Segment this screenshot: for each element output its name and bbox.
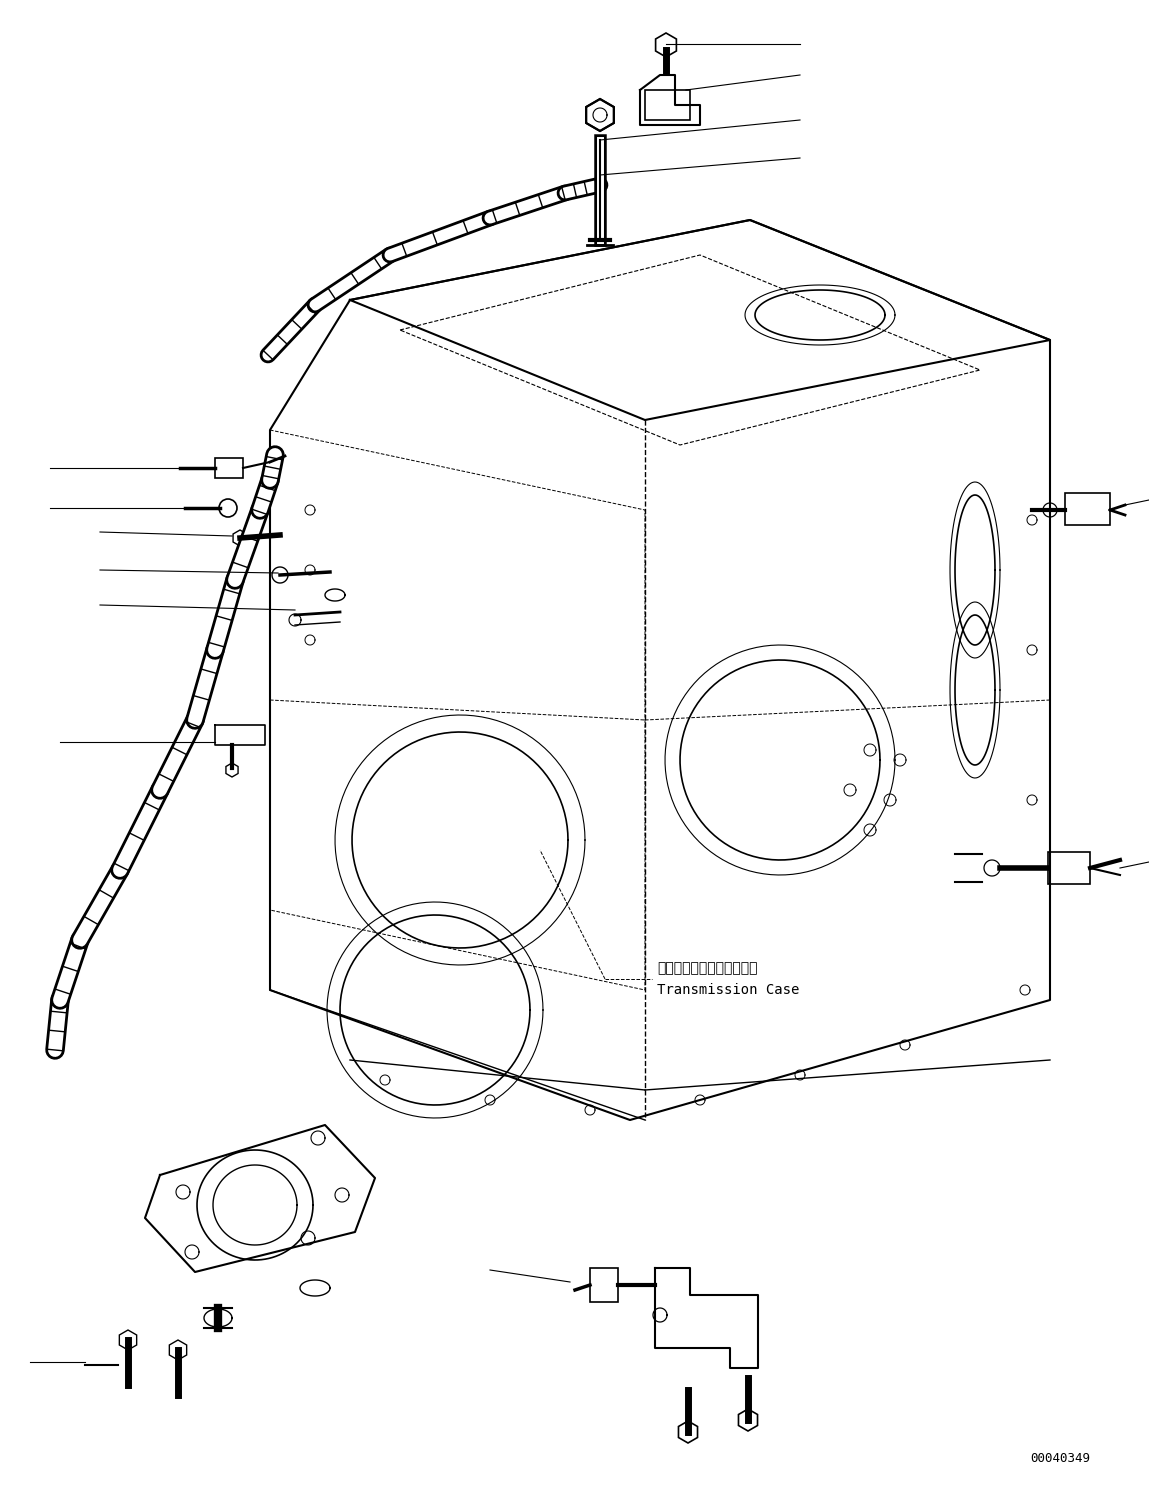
Bar [1048,851,1090,884]
Bar [215,458,242,478]
Polygon shape [145,1125,375,1272]
Circle shape [219,499,237,517]
Bar [645,91,691,120]
Bar [1065,493,1110,525]
Text: トランスミッションケース: トランスミッションケース [657,961,757,975]
Bar [589,1268,618,1302]
Text: 00040349: 00040349 [1030,1452,1090,1465]
Polygon shape [655,1268,758,1369]
Text: Transmission Case: Transmission Case [657,984,800,997]
